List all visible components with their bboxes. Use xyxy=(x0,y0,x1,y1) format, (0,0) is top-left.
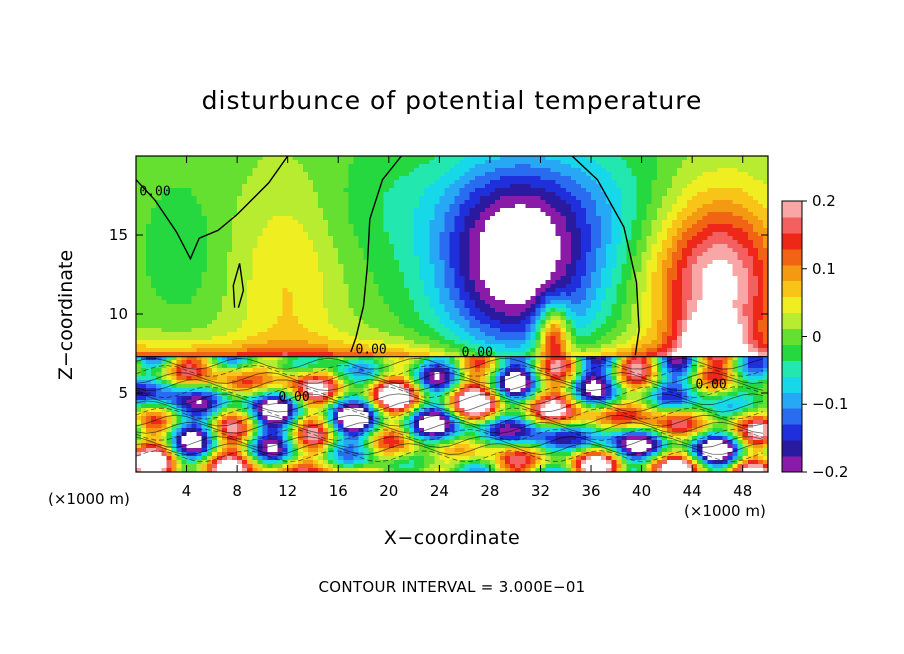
chart-title: disturbunce of potential temperature xyxy=(201,86,703,115)
x-tick-label: 8 xyxy=(232,482,242,500)
contour-label-3: 0.00 xyxy=(278,390,309,405)
contour-label-1: 0.00 xyxy=(355,343,386,358)
colorbar xyxy=(782,201,802,473)
x-tick-label: 36 xyxy=(581,482,601,500)
heatmap-field xyxy=(136,156,768,472)
colorbar-cell xyxy=(782,216,802,234)
contour-label-4: 0.00 xyxy=(695,377,726,392)
contour-labels: 0.00 0.00 0.00 0.00 0.00 xyxy=(139,185,726,405)
x-tick-label: 32 xyxy=(530,482,551,500)
colorbar-cell xyxy=(782,408,802,425)
colorbar-cell xyxy=(782,296,802,314)
x-tick-label: 16 xyxy=(328,482,348,500)
colorbar-cell xyxy=(782,344,802,361)
contour-interval-note: CONTOUR INTERVAL = 3.000E−01 xyxy=(318,578,586,596)
colorbar-tick-label: 0 xyxy=(812,327,822,346)
colorbar-cell xyxy=(782,456,802,473)
colorbar-cell xyxy=(782,248,802,266)
x-tick-label: 24 xyxy=(429,482,449,500)
colorbar-tick-label: 0.2 xyxy=(812,192,836,210)
colorbar-cell xyxy=(782,201,802,218)
x-tick-label: 40 xyxy=(632,482,652,500)
colorbar-cell xyxy=(782,376,802,393)
colorbar-cell xyxy=(782,280,802,298)
x-axis-unit-left: (×1000 m) xyxy=(48,490,130,508)
colorbar-tick-label: −0.2 xyxy=(812,463,849,481)
y-tick-label: 5 xyxy=(118,384,128,402)
colorbar-cell xyxy=(782,232,802,250)
colorbar-tick-marks xyxy=(802,200,807,473)
contour-lines xyxy=(136,156,768,463)
x-tick-label: 44 xyxy=(682,482,702,500)
colorbar-cell xyxy=(782,312,802,330)
x-tick-label: 28 xyxy=(480,482,500,500)
x-tick-label: 48 xyxy=(733,482,753,500)
colorbar-cell xyxy=(782,424,802,441)
x-tick-label: 20 xyxy=(379,482,399,500)
y-tick-label: 15 xyxy=(108,226,128,244)
x-axis-label: X−coordinate xyxy=(383,527,521,549)
colorbar-cell xyxy=(782,440,802,457)
colorbar-cell xyxy=(782,328,802,345)
contour-label-2: 0.00 xyxy=(462,346,493,361)
x-tick-label: 12 xyxy=(278,482,298,500)
y-tick-label: 10 xyxy=(108,305,128,323)
x-axis-unit-right: (×1000 m) xyxy=(684,502,766,520)
colorbar-cell xyxy=(782,264,802,282)
colorbar-tick-label: −0.1 xyxy=(812,395,849,414)
colorbar-cell xyxy=(782,392,802,409)
x-tick-label: 4 xyxy=(181,482,192,500)
axis-tick-marks xyxy=(136,156,768,472)
colorbar-cell xyxy=(782,360,802,377)
colorbar-tick-label: 0.1 xyxy=(812,259,836,278)
contour-label-0: 0.00 xyxy=(139,185,170,200)
